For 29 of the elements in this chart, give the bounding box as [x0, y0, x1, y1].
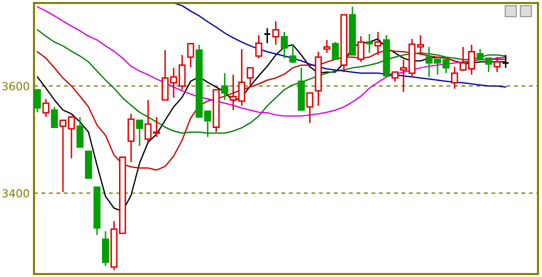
candlestick — [272, 20, 280, 46]
candlestick — [323, 39, 330, 54]
candlestick — [255, 34, 262, 59]
candlestick — [357, 36, 364, 63]
candlestick — [50, 106, 58, 128]
candlestick — [128, 113, 135, 163]
candlestick — [332, 41, 339, 60]
candlestick — [366, 33, 373, 54]
line-series — [36, 29, 506, 134]
line-series — [36, 6, 506, 117]
candlestick — [306, 92, 314, 124]
candlestick — [102, 230, 110, 267]
line-series — [172, 3, 506, 88]
candlestick — [136, 120, 144, 147]
candlestick — [451, 66, 458, 90]
candlestick — [391, 71, 398, 82]
candlestick — [494, 56, 501, 73]
candlestick — [42, 98, 50, 118]
candlestick — [289, 44, 296, 64]
candlestick — [76, 116, 84, 148]
y-tick-label: 3600 — [2, 82, 30, 90]
candlestick — [263, 27, 272, 44]
candlestick — [280, 31, 288, 59]
candlestick — [374, 31, 382, 56]
y-tick-label: 3400 — [2, 189, 30, 198]
candlestick — [246, 67, 254, 86]
candlestick — [221, 72, 228, 101]
candlestick — [187, 43, 194, 68]
candlestick — [34, 89, 41, 113]
